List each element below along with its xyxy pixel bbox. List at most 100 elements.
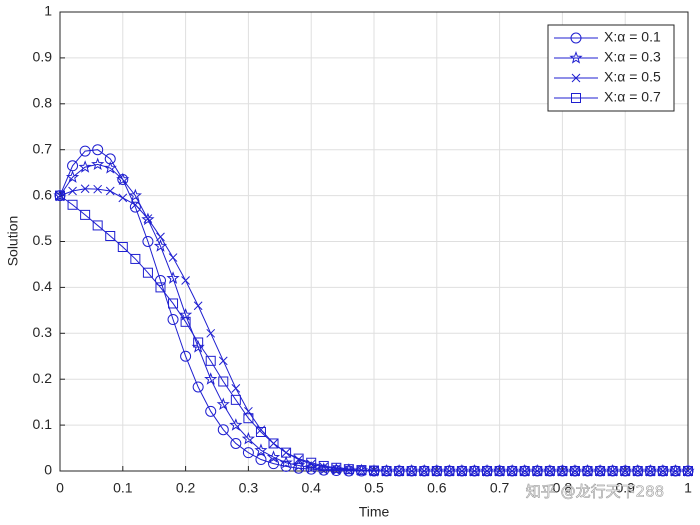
legend-label: X:α = 0.7 <box>604 89 661 105</box>
marker <box>631 464 645 477</box>
marker <box>92 220 103 231</box>
marker <box>304 460 318 474</box>
marker <box>80 209 91 220</box>
marker <box>417 464 431 477</box>
marker <box>155 282 166 293</box>
y-tick-label: 0.9 <box>33 49 53 65</box>
marker <box>105 230 116 241</box>
x-tick-label: 0.9 <box>615 480 635 496</box>
marker <box>519 466 530 476</box>
marker <box>493 464 507 477</box>
marker <box>255 426 266 437</box>
marker <box>281 447 292 458</box>
marker <box>67 199 78 210</box>
marker <box>392 464 406 477</box>
marker <box>231 384 241 393</box>
marker <box>381 466 392 476</box>
marker <box>518 464 532 477</box>
marker <box>444 466 455 476</box>
marker <box>569 466 580 476</box>
marker <box>618 464 632 477</box>
marker <box>570 32 582 44</box>
marker <box>681 464 695 477</box>
marker <box>142 267 153 278</box>
marker <box>168 298 179 309</box>
x-tick-label: 0.6 <box>427 480 447 496</box>
marker <box>557 466 568 476</box>
x-tick-label: 1 <box>684 480 692 496</box>
marker <box>180 316 191 327</box>
marker <box>154 275 166 287</box>
marker <box>532 466 543 476</box>
marker <box>555 464 569 477</box>
marker <box>192 381 204 393</box>
marker <box>191 340 205 353</box>
y-tick-label: 1 <box>44 3 52 19</box>
marker <box>230 394 241 405</box>
marker <box>168 253 178 262</box>
marker <box>193 301 203 311</box>
marker <box>505 464 519 477</box>
marker <box>331 462 342 473</box>
marker <box>167 314 179 326</box>
x-axis-label: Time <box>359 504 390 520</box>
y-tick-label: 0.7 <box>33 140 53 156</box>
marker <box>103 161 117 174</box>
marker <box>369 465 379 476</box>
marker <box>65 170 80 183</box>
marker <box>571 73 581 83</box>
y-tick-label: 0.4 <box>33 278 53 294</box>
marker <box>419 466 430 476</box>
marker <box>405 464 419 477</box>
marker <box>467 464 482 477</box>
x-tick-label: 0.3 <box>239 480 259 496</box>
marker <box>156 232 165 242</box>
marker <box>255 454 267 466</box>
marker <box>306 457 317 468</box>
marker <box>279 455 293 469</box>
marker <box>456 466 467 476</box>
marker <box>656 464 670 477</box>
marker <box>482 466 493 476</box>
marker <box>595 466 606 476</box>
marker <box>216 397 230 411</box>
marker <box>131 200 140 210</box>
watermark: 知乎 @龙行天下288 <box>526 483 664 501</box>
marker <box>254 443 268 456</box>
marker <box>128 188 142 202</box>
marker <box>193 337 204 348</box>
marker <box>218 376 229 387</box>
y-tick-label: 0.1 <box>33 416 53 432</box>
marker <box>105 186 115 196</box>
marker <box>571 93 581 103</box>
y-tick-label: 0.3 <box>33 324 53 340</box>
marker <box>93 184 103 194</box>
marker <box>118 193 128 203</box>
marker <box>292 458 306 472</box>
marker <box>218 356 228 366</box>
marker <box>582 466 593 476</box>
y-tick-label: 0.5 <box>33 232 53 248</box>
x-tick-label: 0.5 <box>364 480 384 496</box>
marker <box>543 464 557 477</box>
marker <box>205 355 216 366</box>
marker <box>166 271 180 284</box>
marker <box>580 464 595 477</box>
marker <box>394 466 405 476</box>
legend-label: X:α = 0.5 <box>604 69 661 85</box>
marker <box>683 466 693 476</box>
marker <box>229 418 243 431</box>
marker <box>68 186 77 196</box>
marker <box>116 172 130 186</box>
marker <box>78 160 92 173</box>
marker <box>242 447 254 459</box>
marker <box>266 450 281 463</box>
marker <box>668 464 683 477</box>
x-tick-label: 0.2 <box>176 480 196 496</box>
marker <box>318 460 329 471</box>
marker <box>643 464 657 477</box>
marker <box>92 144 104 156</box>
legend: X:α = 0.1 X:α = 0.3 X:α = 0.5 X:α = 0.7 <box>547 24 675 112</box>
marker <box>406 466 417 476</box>
